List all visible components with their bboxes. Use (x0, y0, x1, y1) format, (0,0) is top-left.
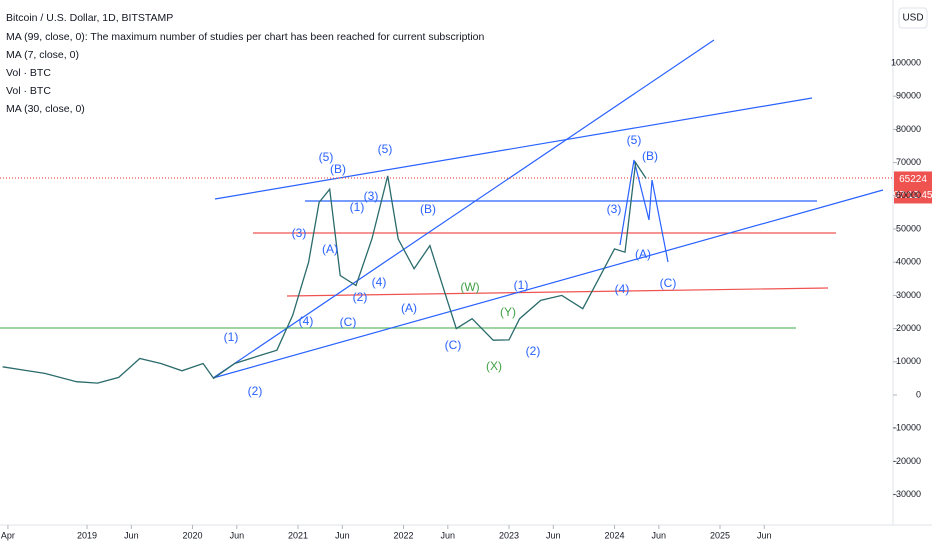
price-line-series (2, 160, 647, 384)
x-tick-label: Jun (757, 530, 772, 540)
wave-label: (C) (660, 276, 677, 290)
y-tick-label: 40000 (896, 257, 921, 267)
wave-label: (4) (615, 282, 630, 296)
wave-label: (X) (486, 359, 502, 373)
trend-line (212, 39, 715, 379)
x-tick-label: 2024 (604, 530, 624, 540)
x-tick-label: 2019 (77, 530, 97, 540)
wave-label: (B) (330, 162, 346, 176)
study-label: MA (7, close, 0) (6, 49, 79, 61)
x-tick-label: Jun (652, 530, 667, 540)
price-tag: 65224 07:12:45 (894, 171, 932, 204)
wave-label: (1) (350, 200, 365, 214)
x-tick-label: 2025 (710, 530, 730, 540)
y-tick-label: -20000 (893, 456, 921, 466)
y-tick-label: 0 (916, 389, 921, 399)
wave-label: (A) (635, 247, 651, 261)
horizontal-line (286, 287, 829, 297)
wave-label: (4) (372, 275, 387, 289)
trend-line (214, 97, 813, 200)
x-tick-label: 2023 (499, 530, 519, 540)
y-tick-label: 60000 (896, 190, 921, 200)
study-label: Vol · BTC (6, 85, 51, 97)
wave-label: (3) (364, 189, 379, 203)
wave-label: (3) (292, 226, 307, 240)
y-tick-label: 70000 (896, 157, 921, 167)
y-tick-label: 80000 (896, 124, 921, 134)
countdown: 07:12:45 (894, 190, 932, 201)
trend-line (212, 189, 884, 379)
drawings (0, 39, 893, 379)
x-tick-label: Jun (335, 530, 350, 540)
y-tick-label: -30000 (893, 489, 921, 499)
x-tick-label: Jun (124, 530, 139, 540)
wave-label: (A) (401, 301, 417, 315)
wave-label: (Y) (500, 305, 516, 319)
x-tick-label: 2021 (288, 530, 308, 540)
y-tick-label: 90000 (896, 91, 921, 101)
study-label: MA (99, close, 0): The maximum number of… (6, 31, 485, 43)
wave-label: (5) (627, 133, 642, 147)
wave-label: (C) (340, 315, 357, 329)
wave-label: (A) (322, 242, 338, 256)
wave-label: (2) (526, 344, 541, 358)
wave-label: (2) (248, 384, 263, 398)
wave-label: (5) (378, 142, 393, 156)
y-tick-label: 10000 (896, 356, 921, 366)
x-tick-label: Jun (441, 530, 456, 540)
x-tick-label: Jun (230, 530, 245, 540)
study-label: MA (30, close, 0) (6, 103, 85, 115)
wave-label: (2) (353, 290, 368, 304)
projection (619, 159, 669, 263)
wave-label: (1) (514, 278, 529, 292)
x-tick-label: 2020 (183, 530, 203, 540)
y-tick-label: 50000 (896, 223, 921, 233)
wave-label: (3) (607, 202, 622, 216)
y-tick-label: 20000 (896, 323, 921, 333)
y-tick-label: 30000 (896, 290, 921, 300)
study-label: Vol · BTC (6, 67, 51, 79)
wave-label: (5) (319, 150, 334, 164)
x-tick-label: Jun (546, 530, 561, 540)
x-tick-label: Apr (1, 530, 15, 540)
y-tick-label: 100000 (891, 57, 921, 67)
price-tag-bg (894, 171, 932, 204)
wave-label: (C) (445, 338, 462, 352)
x-tick-label: 2022 (393, 530, 413, 540)
wave-label: (B) (420, 202, 436, 216)
wave-label: (W) (460, 280, 479, 294)
wave-label: (B) (642, 149, 658, 163)
y-tick-label: -10000 (893, 423, 921, 433)
wave-label: (1) (224, 330, 239, 344)
currency-box[interactable] (898, 7, 928, 29)
wave-label: (4) (299, 314, 314, 328)
chart-title[interactable]: Bitcoin / U.S. Dollar, 1D, BITSTAMP (6, 12, 173, 24)
last-price: 65224 (899, 174, 927, 185)
currency[interactable]: USD (902, 13, 923, 24)
legend: Bitcoin / U.S. Dollar, 1D, BITSTAMP MA (… (6, 12, 485, 115)
